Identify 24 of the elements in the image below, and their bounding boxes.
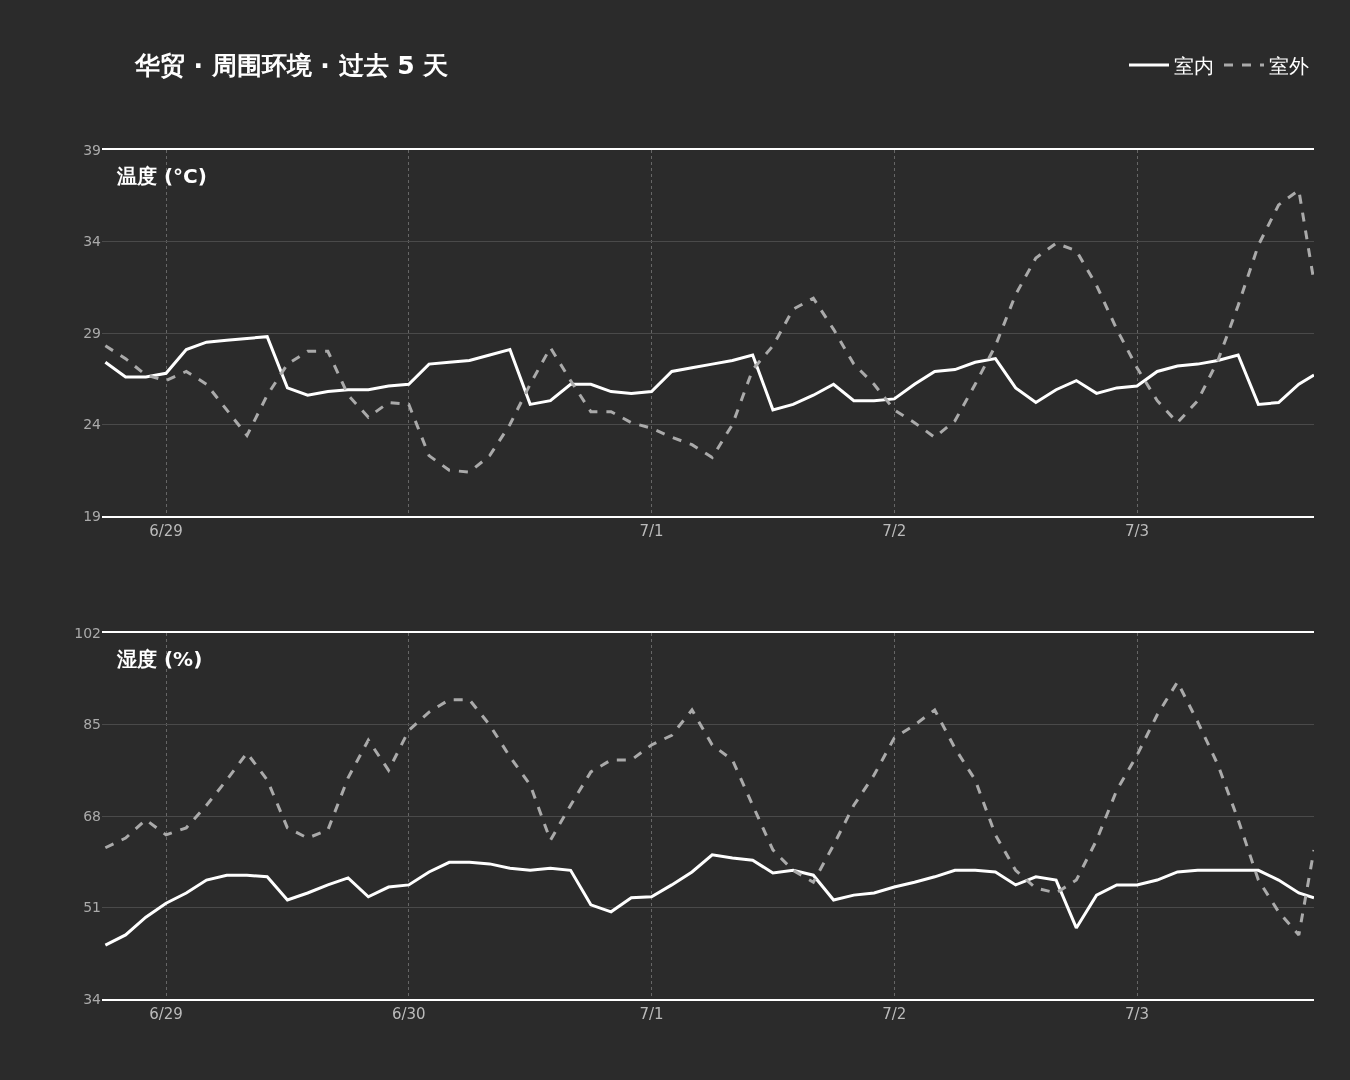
x-tick-label: 7/3: [1124, 1004, 1150, 1023]
y-tick-label: 19: [83, 507, 101, 524]
y-tick-label: 29: [83, 324, 101, 341]
y-axis-title: 温度 (°C): [116, 164, 207, 188]
y-tick-label: 68: [83, 807, 101, 824]
x-tick-label: 7/1: [639, 1004, 664, 1023]
y-tick-label: 39: [83, 141, 101, 158]
y-tick-label: 24: [83, 416, 102, 433]
x-tick-label: 7/2: [882, 521, 907, 540]
x-tick-label: 6/29: [149, 1004, 183, 1023]
y-tick-label: 51: [83, 899, 101, 916]
x-tick-label: 7/1: [639, 521, 664, 540]
y-tick-label: 85: [83, 716, 101, 733]
y-tick-label: 34: [83, 233, 102, 250]
x-tick-label: 7/3: [1124, 521, 1150, 540]
x-tick-label: 7/2: [882, 1004, 907, 1023]
legend-label: 室外: [1269, 53, 1309, 78]
chart-title: 华贸 · 周围环境 · 过去 5 天: [133, 50, 449, 80]
y-tick-label: 34: [83, 990, 102, 1007]
x-tick-label: 6/29: [149, 521, 183, 540]
y-axis-title: 湿度 (%): [116, 647, 203, 671]
legend-label: 室内: [1174, 53, 1214, 78]
y-tick-label: 102: [74, 624, 101, 641]
x-tick-label: 6/30: [391, 1004, 426, 1023]
